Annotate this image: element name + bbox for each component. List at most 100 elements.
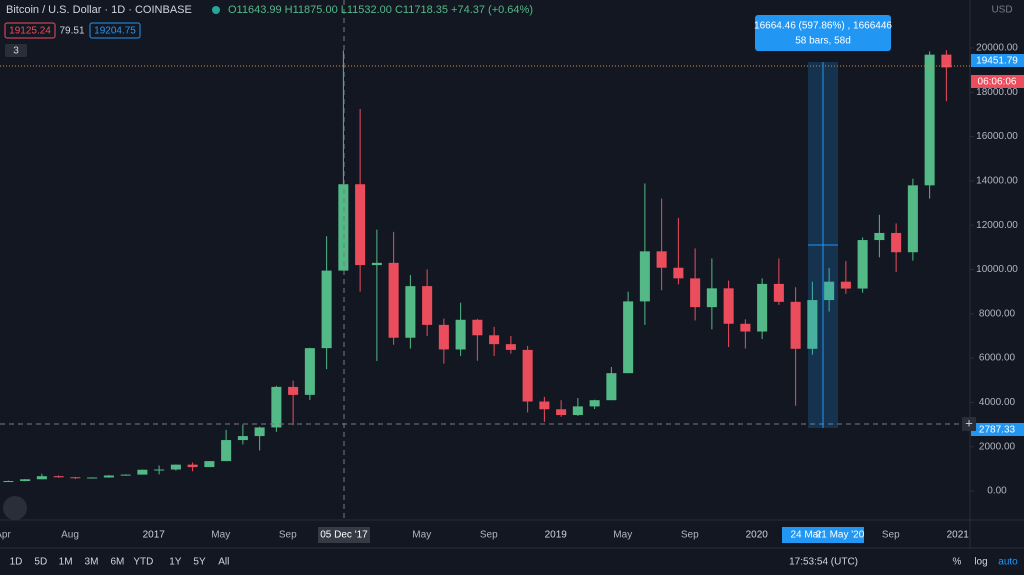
candle-body xyxy=(790,301,801,349)
candle-body xyxy=(773,283,784,302)
range-button[interactable]: 5Y xyxy=(193,557,206,568)
candle-body xyxy=(36,476,47,480)
candle-body xyxy=(606,373,617,401)
plus-button[interactable] xyxy=(962,417,976,431)
range-button[interactable]: 6M xyxy=(110,557,124,568)
x-tick-label: Aug xyxy=(61,530,79,541)
candle-body xyxy=(472,319,483,336)
range-button[interactable]: 1D xyxy=(10,557,23,568)
candle-body xyxy=(221,440,232,462)
countdown: 06:06:06 xyxy=(978,77,1017,88)
x-tick-label: Sep xyxy=(882,530,900,541)
clock: 17:53:54 (UTC) xyxy=(789,557,858,568)
candle-body xyxy=(53,476,64,478)
toolbar: 1D 5D 1M 3M 6M YTD 1Y 5Y All xyxy=(10,557,230,568)
logo xyxy=(3,496,27,520)
candle-body xyxy=(907,185,918,253)
candle-body xyxy=(824,281,835,301)
x-tick-label: 2017 xyxy=(143,530,166,541)
countdown-tag xyxy=(971,75,1024,88)
range-tag xyxy=(782,527,864,543)
range-end: 21 May '20 xyxy=(816,530,865,541)
candle-body xyxy=(941,54,952,68)
auto-toggle[interactable]: auto xyxy=(998,557,1018,568)
candle-body xyxy=(623,301,634,374)
candle-body xyxy=(706,288,717,308)
time-axis: Apr Aug 2017 May Sep May Sep 2019 May Sep 2020 Sep 2… xyxy=(0,530,969,541)
price-axis: 0.00 2000.00 4000.00 6000.00 8000.00 10000.00… xyxy=(970,43,1018,497)
sell-button[interactable] xyxy=(4,22,56,39)
candle-body xyxy=(271,386,282,428)
indicator-toggle[interactable] xyxy=(5,44,27,57)
candle-body xyxy=(70,477,81,479)
x-tick-label: May xyxy=(613,530,632,541)
candle-body xyxy=(857,240,868,289)
range-button[interactable]: All xyxy=(218,557,229,568)
candle-body xyxy=(321,270,332,349)
candle-body xyxy=(87,477,98,479)
buy-button[interactable] xyxy=(89,22,141,39)
indicator-count: 3 xyxy=(13,46,19,57)
y-tick-label: 2000.00 xyxy=(979,441,1016,452)
candle-body xyxy=(187,464,198,468)
range-start: 24 Mar xyxy=(790,530,822,541)
range-button[interactable]: 1Y xyxy=(169,557,182,568)
candle-body xyxy=(690,278,701,308)
y-tick-label: 10000.00 xyxy=(976,264,1018,275)
candle-body xyxy=(807,300,818,349)
y-tick-label: 14000.00 xyxy=(976,176,1018,187)
last-price: 19451.79 xyxy=(976,56,1018,67)
measure-span: 58 bars, 58d xyxy=(795,36,851,47)
percent-toggle[interactable]: % xyxy=(953,557,962,568)
measure-change: 16664.46 (597.86%) , 1666446 xyxy=(754,21,892,32)
candle-body xyxy=(924,54,935,186)
candle-body xyxy=(355,184,366,266)
y-tick-label: 6000.00 xyxy=(979,353,1016,364)
candle-body xyxy=(288,386,299,395)
candle-body xyxy=(740,323,751,332)
candle-body xyxy=(723,288,734,324)
candle-body xyxy=(656,251,667,268)
x-tick-label: 2021 xyxy=(947,530,970,541)
candle-body xyxy=(422,286,433,325)
candle-body xyxy=(455,319,466,350)
candle-body xyxy=(673,267,684,279)
candle-body xyxy=(170,464,181,470)
status-dot xyxy=(212,6,220,14)
range-button[interactable]: 3M xyxy=(85,557,99,568)
spread: 79.51 xyxy=(59,26,84,37)
x-tick-label: Apr xyxy=(0,530,11,541)
crosshair-price: 2787.33 xyxy=(979,425,1016,436)
candle-body xyxy=(103,475,114,478)
log-toggle[interactable]: log xyxy=(974,557,987,568)
candle-body xyxy=(120,474,131,476)
y-tick-label: 0.00 xyxy=(987,486,1007,497)
candle-body xyxy=(405,286,416,338)
candle-body xyxy=(505,344,516,350)
x-tick-label: 2019 xyxy=(545,530,568,541)
candle-body xyxy=(237,436,248,441)
candle-body xyxy=(137,469,148,475)
candle-body xyxy=(840,281,851,289)
candle-body xyxy=(371,262,382,266)
candle-body xyxy=(556,409,567,416)
crosshair-price-tag xyxy=(971,423,1024,436)
plus-icon: + xyxy=(965,415,973,430)
candle-body xyxy=(20,479,31,482)
candle-body xyxy=(388,262,399,338)
y-tick-label: 4000.00 xyxy=(979,397,1016,408)
range-button[interactable]: 5D xyxy=(34,557,47,568)
range-button[interactable]: YTD xyxy=(133,557,153,568)
y-tick-label: 8000.00 xyxy=(979,308,1016,319)
candle-body xyxy=(304,348,315,395)
ohlc: O11643.99 H11875.00 L11532.00 C11718.35 … xyxy=(228,4,533,16)
y-tick-label: 12000.00 xyxy=(976,220,1018,231)
candle-body xyxy=(489,335,500,345)
candle-body xyxy=(3,481,14,483)
candle-body xyxy=(874,232,885,241)
candle-body xyxy=(891,232,902,253)
range-button[interactable]: 1M xyxy=(59,557,73,568)
candle-body xyxy=(589,400,600,407)
